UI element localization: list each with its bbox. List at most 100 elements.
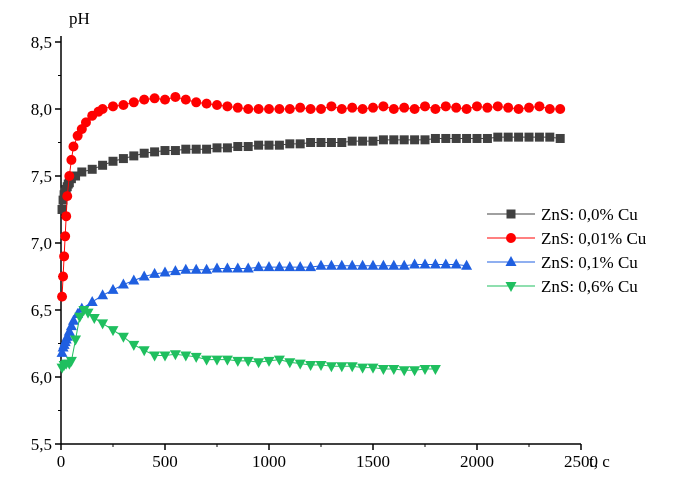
data-point bbox=[66, 154, 77, 165]
legend-label: ZnS: 0,01% Cu bbox=[541, 229, 647, 248]
data-point bbox=[399, 102, 410, 113]
data-point bbox=[430, 133, 440, 143]
data-point bbox=[357, 259, 369, 270]
y-axis-label: pH bbox=[69, 9, 90, 28]
data-point bbox=[88, 314, 100, 325]
series-0 bbox=[57, 132, 565, 214]
data-point bbox=[346, 259, 358, 270]
series-2 bbox=[56, 258, 473, 357]
data-point bbox=[68, 141, 79, 152]
data-point bbox=[388, 259, 400, 270]
data-point bbox=[57, 291, 68, 302]
data-point bbox=[86, 295, 98, 306]
data-point bbox=[399, 135, 409, 145]
legend-marker bbox=[505, 256, 517, 266]
data-point bbox=[191, 97, 202, 108]
data-point bbox=[263, 356, 275, 367]
data-point bbox=[190, 352, 202, 363]
axes: 5,5 6,0 6,5 7,0 7,5 8,0 8,5 0 500 1000 1500 2000 250… bbox=[31, 9, 610, 471]
data-point bbox=[107, 283, 119, 294]
data-point bbox=[181, 144, 191, 154]
legend-label: ZnS: 0,0% Cu bbox=[541, 205, 638, 224]
data-point bbox=[57, 205, 67, 214]
legend-item: ZnS: 0,0% Cu bbox=[487, 205, 638, 224]
data-point bbox=[336, 259, 348, 270]
data-point bbox=[337, 138, 347, 147]
data-point bbox=[368, 136, 378, 146]
data-point bbox=[61, 211, 72, 222]
data-point bbox=[97, 104, 108, 114]
legend-marker bbox=[505, 282, 517, 292]
data-point bbox=[274, 140, 284, 150]
data-point bbox=[202, 144, 212, 154]
data-point bbox=[285, 139, 295, 149]
data-point bbox=[128, 97, 139, 108]
data-point bbox=[222, 101, 233, 112]
data-point bbox=[61, 330, 73, 341]
data-point bbox=[273, 261, 285, 272]
x-tick-label: 2500 bbox=[564, 452, 598, 471]
data-point bbox=[513, 104, 524, 114]
data-point bbox=[263, 261, 275, 272]
data-point bbox=[139, 148, 149, 158]
data-point bbox=[169, 350, 181, 361]
data-point bbox=[294, 359, 306, 370]
data-point bbox=[315, 259, 327, 270]
data-point bbox=[420, 135, 430, 145]
data-point bbox=[108, 156, 118, 166]
data-point bbox=[62, 191, 73, 202]
data-point bbox=[211, 262, 223, 273]
data-point bbox=[58, 195, 68, 205]
data-point bbox=[60, 231, 71, 242]
data-point bbox=[149, 267, 161, 278]
data-point bbox=[264, 140, 274, 150]
data-point bbox=[388, 364, 400, 375]
data-point bbox=[159, 351, 171, 362]
data-point bbox=[378, 135, 388, 145]
data-point bbox=[253, 358, 265, 369]
data-point bbox=[190, 263, 202, 274]
data-point bbox=[294, 261, 306, 272]
data-point bbox=[242, 356, 254, 367]
y-tick-label: 6,5 bbox=[31, 301, 52, 320]
data-point bbox=[409, 258, 421, 269]
data-point bbox=[409, 104, 420, 114]
data-point bbox=[357, 363, 369, 374]
legend-marker bbox=[506, 233, 516, 243]
data-point bbox=[232, 356, 244, 367]
data-point bbox=[264, 104, 274, 114]
data-point bbox=[305, 104, 316, 114]
data-point bbox=[451, 102, 462, 113]
legend-item: ZnS: 0,01% Cu bbox=[487, 229, 647, 248]
data-point bbox=[117, 278, 129, 289]
data-point bbox=[346, 362, 358, 373]
data-point bbox=[315, 360, 327, 371]
data-point bbox=[524, 102, 534, 113]
legend-marker bbox=[506, 209, 516, 219]
data-point bbox=[211, 355, 223, 366]
data-point bbox=[77, 167, 87, 177]
legend-label: ZnS: 0,6% Cu bbox=[541, 277, 638, 296]
data-point bbox=[316, 138, 326, 147]
data-point bbox=[65, 356, 77, 367]
data-point bbox=[492, 101, 503, 112]
data-point bbox=[97, 289, 109, 300]
data-point bbox=[242, 262, 254, 273]
data-point bbox=[274, 104, 285, 114]
data-point bbox=[410, 135, 420, 145]
data-point bbox=[357, 104, 368, 114]
data-point bbox=[273, 355, 285, 366]
data-point bbox=[347, 102, 358, 113]
data-point bbox=[377, 259, 389, 270]
data-point bbox=[180, 351, 192, 362]
data-point bbox=[398, 366, 410, 377]
data-point bbox=[201, 355, 213, 366]
data-point bbox=[430, 104, 441, 114]
x-axis-label: t, c bbox=[589, 452, 610, 471]
data-point bbox=[254, 140, 264, 150]
data-point bbox=[108, 101, 118, 112]
data-point bbox=[233, 142, 243, 152]
data-point bbox=[336, 104, 347, 114]
legend-item: ZnS: 0,1% Cu bbox=[487, 253, 638, 272]
